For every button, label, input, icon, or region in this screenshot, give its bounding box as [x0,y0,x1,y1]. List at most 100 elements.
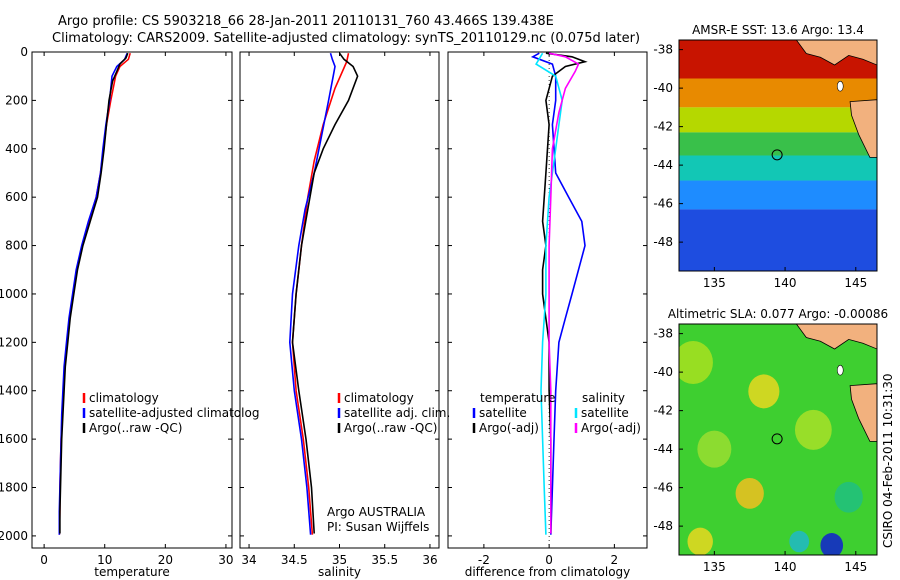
y-tick-label: 0 [20,45,28,59]
y-tick-label: 1800 [0,481,28,495]
difference-profile-series-3 [548,52,580,534]
temperature-legend-2-label: Argo(..raw -QC) [89,421,182,435]
sst-map-field [679,40,877,271]
sla-anomaly-4 [794,409,832,450]
salinity-profile-frame [239,51,440,549]
x-tick-label: 10 [97,553,112,567]
y-tick-label: 600 [5,190,28,204]
map-y-tick-label: -48 [653,519,673,533]
sst-band-4 [679,155,877,181]
sla-map-title: Altimetric SLA: 0.077 Argo: -0.00086 [668,307,888,321]
map-y-tick-label: -44 [653,158,673,172]
salinity-legend-1-label: satellite adj. clim. [344,406,450,420]
salinity-legend-2-label: Argo(..raw -QC) [344,421,437,435]
salinity-profile-series-2 [291,52,359,534]
watermark: CSIRO 04-Feb-2011 10:31:30 [881,373,895,548]
map-y-tick-label: -46 [653,197,673,211]
argo-pi-annotation: PI: Susan Wijffels [327,520,429,534]
x-tick-label: 35.5 [371,553,398,567]
difference-legend-temperature-header: temperature [480,391,555,405]
x-tick-label: 20 [158,553,173,567]
sla-map-field [679,324,877,555]
y-tick-label: 200 [5,93,28,107]
map-y-tick-label: -40 [653,81,673,95]
sst-map-frame [678,39,878,272]
y-tick-label: 1400 [0,384,28,398]
map-x-tick-label: 135 [703,276,726,290]
y-tick-label: 1600 [0,432,28,446]
argo-agency-annotation: Argo AUSTRALIA [327,505,426,519]
y-tick-label: 400 [5,142,28,156]
difference-profile-frame [447,51,648,549]
tasmania [849,99,877,158]
mainland-australia [796,40,877,66]
x-tick-label: 0 [545,553,553,567]
sla-anomaly-1 [748,374,780,409]
y-tick-label: 1000 [0,287,28,301]
sst-band-5 [679,180,877,210]
map-y-tick-label: -44 [653,442,673,456]
difference-profile-series-2 [535,52,564,535]
difference-legend-2-label: satellite [581,406,629,420]
king-island [836,364,844,376]
argo-float-marker [771,149,783,161]
sla-anomaly-8 [687,527,713,555]
sst-map-title: AMSR-E SST: 13.6 Argo: 13.4 [692,23,864,37]
sla-anomaly-7 [789,530,810,553]
salinity-profile-xlabel: salinity [318,565,361,579]
map-x-tick-label: 145 [844,276,867,290]
map-x-tick-label: 135 [703,560,726,574]
x-tick-label: 34.5 [281,553,308,567]
difference-legend-1-label: Argo(-adj) [479,421,539,435]
map-y-tick-label: -38 [653,43,673,57]
map-y-tick-label: -40 [653,365,673,379]
x-tick-label: -2 [478,553,490,567]
sla-anomaly-0 [679,340,713,385]
sst-band-3 [679,132,877,156]
temperature-profile-series-2 [59,52,129,534]
temperature-legend-0-label: climatology [89,391,159,405]
map-x-tick-label: 145 [844,560,867,574]
x-tick-label: 34 [241,553,256,567]
map-y-tick-label: -48 [653,235,673,249]
map-y-tick-label: -42 [653,120,673,134]
salinity-legend-0-label: climatology [344,391,414,405]
king-island [836,80,844,92]
sla-anomaly-3 [697,430,732,468]
salinity-profile-series-1 [288,52,336,535]
x-tick-label: 2 [611,553,619,567]
sla-anomaly-5 [834,481,863,513]
sst-band-2 [679,107,877,133]
difference-profile-xlabel: difference from climatology [465,565,631,579]
temperature-legend-1-label: satellite-adjusted climatolog [89,406,259,420]
difference-profile-series-1 [541,52,588,534]
difference-legend-3-label: Argo(-adj) [581,421,641,435]
tasmania [849,383,877,442]
y-tick-label: 800 [5,239,28,253]
mainland-australia [796,324,877,350]
map-x-tick-label: 140 [774,560,797,574]
x-tick-label: 30 [218,553,233,567]
temperature-profile-frame [31,51,233,549]
difference-legend-salinity-header: salinity [582,391,625,405]
x-tick-label: 36 [422,553,437,567]
temperature-profile-xlabel: temperature [94,565,169,579]
map-y-tick-label: -38 [653,327,673,341]
y-tick-label: 1200 [0,335,28,349]
argo-float-marker [771,433,783,445]
figure-title-line2: Climatology: CARS2009. Satellite-adjuste… [52,31,640,46]
figure-title-line1: Argo profile: CS 5903218_66 28-Jan-2011 … [58,14,554,29]
difference-legend-0-label: satellite [479,406,527,420]
x-tick-label: 0 [40,553,48,567]
sst-band-1 [679,78,877,108]
sst-band-6 [679,209,877,271]
map-y-tick-label: -46 [653,481,673,495]
sla-anomaly-2 [735,478,764,509]
map-x-tick-label: 140 [774,276,797,290]
x-tick-label: 35 [332,553,347,567]
y-tick-label: 2000 [0,529,28,543]
sla-map-frame [678,323,878,556]
sla-anomaly-6 [820,533,844,555]
